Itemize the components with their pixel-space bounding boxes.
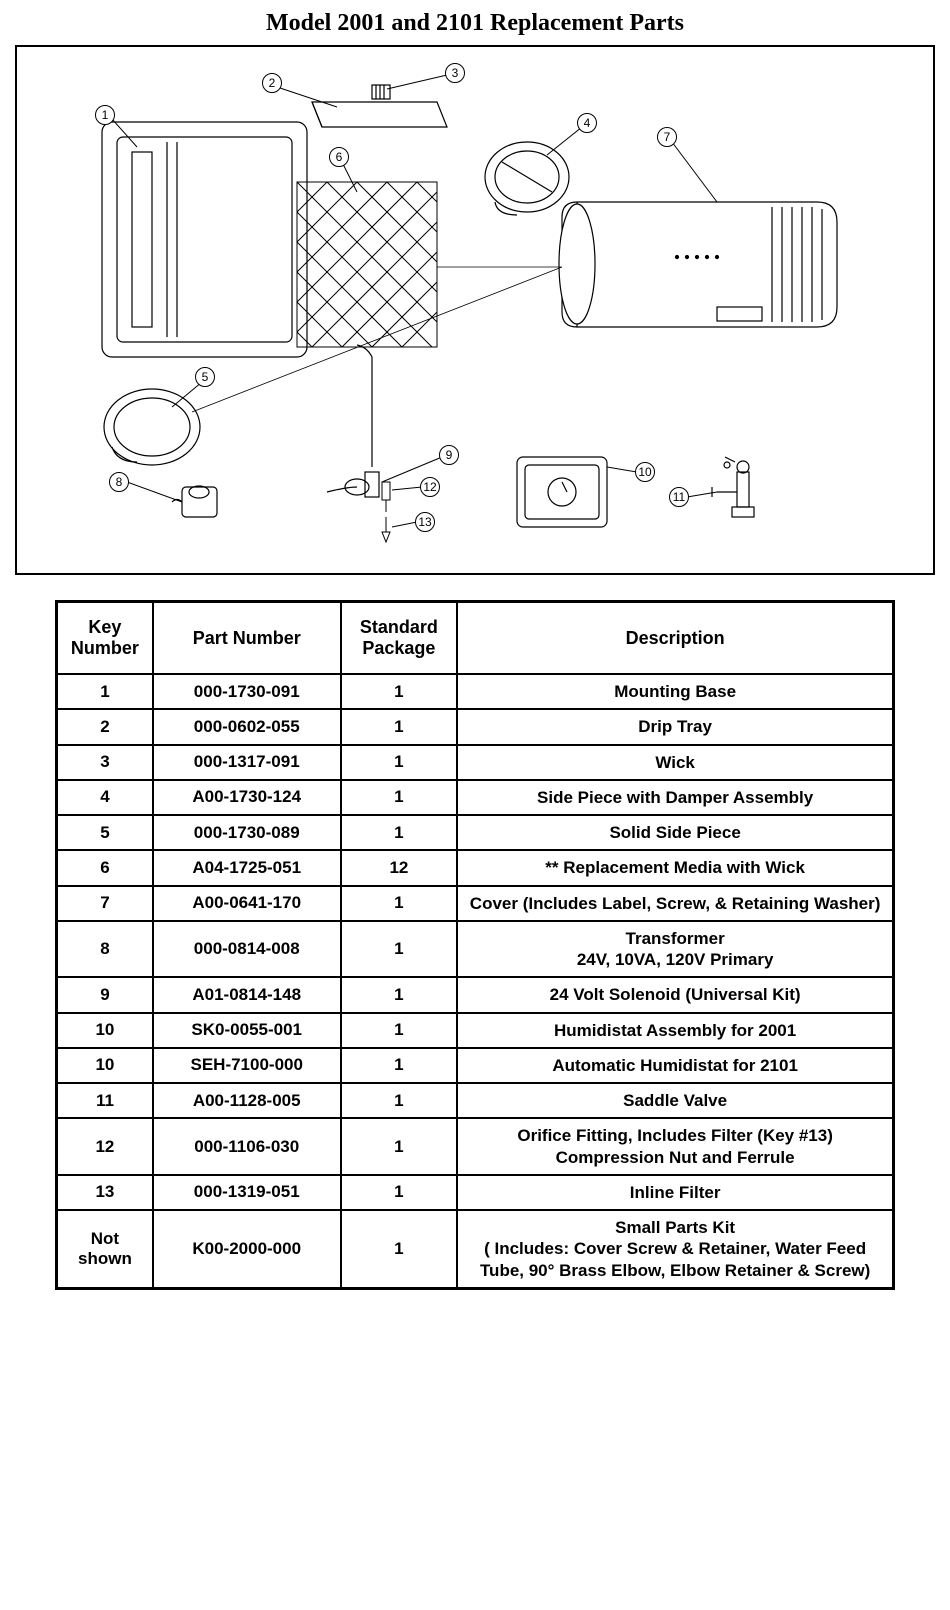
callout-1: 1 (95, 105, 115, 125)
callout-7: 7 (657, 127, 677, 147)
cell-description: Drip Tray (457, 709, 893, 744)
cell-package: 1 (341, 886, 458, 921)
cell-package: 1 (341, 977, 458, 1012)
callout-13: 13 (415, 512, 435, 532)
cell-part: 000-1319-051 (153, 1175, 341, 1210)
table-row: 7A00-0641-1701Cover (Includes Label, Scr… (57, 886, 894, 921)
cell-key: 6 (57, 850, 153, 885)
parts-table: Key Number Part Number Standard Package … (55, 600, 895, 1290)
table-row: 10SK0-0055-0011Humidistat Assembly for 2… (57, 1013, 894, 1048)
cell-package: 1 (341, 745, 458, 780)
cell-key: 10 (57, 1048, 153, 1083)
cell-package: 1 (341, 1013, 458, 1048)
cell-part: A04-1725-051 (153, 850, 341, 885)
table-row: 12000-1106-0301Orifice Fitting, Includes… (57, 1118, 894, 1175)
table-row: 6A04-1725-05112** Replacement Media with… (57, 850, 894, 885)
cell-description: 24 Volt Solenoid (Universal Kit) (457, 977, 893, 1012)
cell-package: 1 (341, 921, 458, 978)
callout-4: 4 (577, 113, 597, 133)
table-row: 1000-1730-0911Mounting Base (57, 674, 894, 709)
cell-part: K00-2000-000 (153, 1210, 341, 1288)
cell-description: Wick (457, 745, 893, 780)
cell-description: Cover (Includes Label, Screw, & Retainin… (457, 886, 893, 921)
cell-part: 000-1317-091 (153, 745, 341, 780)
cell-package: 1 (341, 780, 458, 815)
cell-key: Not shown (57, 1210, 153, 1288)
table-row: 13000-1319-0511Inline Filter (57, 1175, 894, 1210)
table-row: 4A00-1730-1241Side Piece with Damper Ass… (57, 780, 894, 815)
table-row: 8000-0814-0081Transformer24V, 10VA, 120V… (57, 921, 894, 978)
table-row: 5000-1730-0891Solid Side Piece (57, 815, 894, 850)
callout-12: 12 (420, 477, 440, 497)
cell-part: A00-1128-005 (153, 1083, 341, 1118)
table-row: Not shownK00-2000-0001Small Parts Kit( I… (57, 1210, 894, 1288)
callout-9: 9 (439, 445, 459, 465)
cell-key: 3 (57, 745, 153, 780)
callout-6: 6 (329, 147, 349, 167)
exploded-diagram: 1 2 3 4 5 6 7 8 9 10 11 12 13 (15, 45, 935, 575)
cell-part: SEH-7100-000 (153, 1048, 341, 1083)
table-row: 10SEH-7100-0001Automatic Humidistat for … (57, 1048, 894, 1083)
cell-package: 1 (341, 815, 458, 850)
table-row: 9A01-0814-148124 Volt Solenoid (Universa… (57, 977, 894, 1012)
header-description: Description (457, 602, 893, 675)
cell-package: 1 (341, 1083, 458, 1118)
cell-package: 1 (341, 1210, 458, 1288)
callout-2: 2 (262, 73, 282, 93)
callout-11: 11 (669, 487, 689, 507)
cell-part: 000-1106-030 (153, 1118, 341, 1175)
cell-key: 8 (57, 921, 153, 978)
header-key: Key Number (57, 602, 153, 675)
cell-description: Automatic Humidistat for 2101 (457, 1048, 893, 1083)
cell-package: 1 (341, 674, 458, 709)
cell-package: 1 (341, 1118, 458, 1175)
cell-description: Side Piece with Damper Assembly (457, 780, 893, 815)
cell-part: 000-0602-055 (153, 709, 341, 744)
cell-package: 12 (341, 850, 458, 885)
cell-key: 11 (57, 1083, 153, 1118)
cell-part: 000-1730-089 (153, 815, 341, 850)
cell-key: 2 (57, 709, 153, 744)
cell-description: Solid Side Piece (457, 815, 893, 850)
cell-package: 1 (341, 1175, 458, 1210)
table-row: 3000-1317-0911Wick (57, 745, 894, 780)
cell-key: 1 (57, 674, 153, 709)
cell-key: 12 (57, 1118, 153, 1175)
cell-part: A00-0641-170 (153, 886, 341, 921)
cell-description: Transformer24V, 10VA, 120V Primary (457, 921, 893, 978)
callout-10: 10 (635, 462, 655, 482)
diagram-svg (17, 47, 933, 573)
cell-description: ** Replacement Media with Wick (457, 850, 893, 885)
cell-key: 13 (57, 1175, 153, 1210)
cell-part: A01-0814-148 (153, 977, 341, 1012)
cell-part: SK0-0055-001 (153, 1013, 341, 1048)
header-part: Part Number (153, 602, 341, 675)
cell-description: Inline Filter (457, 1175, 893, 1210)
cell-description: Saddle Valve (457, 1083, 893, 1118)
callout-3: 3 (445, 63, 465, 83)
header-package: Standard Package (341, 602, 458, 675)
cell-description: Mounting Base (457, 674, 893, 709)
cell-description: Small Parts Kit( Includes: Cover Screw &… (457, 1210, 893, 1288)
cell-description: Orifice Fitting, Includes Filter (Key #1… (457, 1118, 893, 1175)
cell-key: 10 (57, 1013, 153, 1048)
cell-key: 7 (57, 886, 153, 921)
callout-8: 8 (109, 472, 129, 492)
cell-part: 000-1730-091 (153, 674, 341, 709)
cell-key: 9 (57, 977, 153, 1012)
cell-package: 1 (341, 1048, 458, 1083)
callout-5: 5 (195, 367, 215, 387)
cell-key: 5 (57, 815, 153, 850)
cell-key: 4 (57, 780, 153, 815)
cell-description: Humidistat Assembly for 2001 (457, 1013, 893, 1048)
table-row: 11A00-1128-0051Saddle Valve (57, 1083, 894, 1118)
page-title: Model 2001 and 2101 Replacement Parts (10, 10, 940, 37)
cell-package: 1 (341, 709, 458, 744)
cell-part: A00-1730-124 (153, 780, 341, 815)
table-header-row: Key Number Part Number Standard Package … (57, 602, 894, 675)
cell-part: 000-0814-008 (153, 921, 341, 978)
table-row: 2000-0602-0551Drip Tray (57, 709, 894, 744)
